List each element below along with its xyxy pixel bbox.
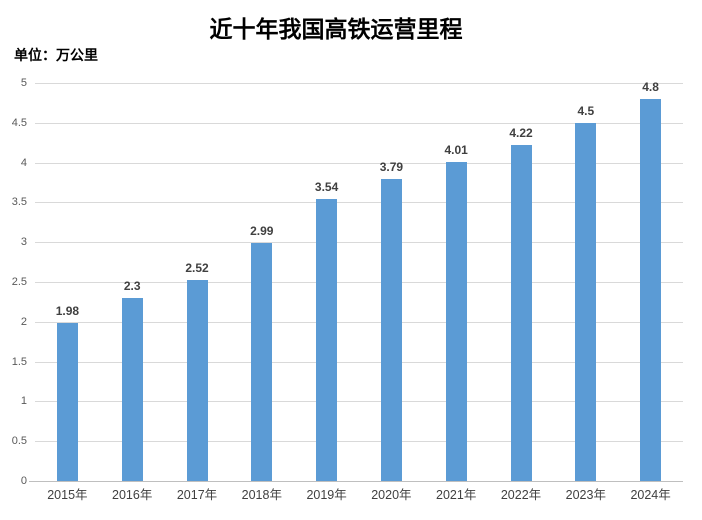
bar xyxy=(251,242,273,481)
gridline xyxy=(35,361,683,363)
bar-value-label: 4.01 xyxy=(444,142,468,157)
x-axis-line xyxy=(29,481,683,482)
y-tick-label: 1.5 xyxy=(11,355,27,368)
unit-label: 单位：万公里 xyxy=(14,47,98,63)
y-tick-label: 3.5 xyxy=(11,196,27,209)
bar xyxy=(575,122,597,481)
x-tick-label: 2015年 xyxy=(47,488,88,502)
y-tick-label: 2 xyxy=(20,315,27,328)
gridline xyxy=(35,401,683,403)
bar-value-label: 4.5 xyxy=(577,103,595,118)
bar xyxy=(640,98,662,481)
x-tick-label: 2021年 xyxy=(436,488,477,502)
bar xyxy=(56,323,78,481)
bar xyxy=(380,179,402,481)
bar-value-label: 2.3 xyxy=(123,278,141,293)
x-tick-label: 2017年 xyxy=(176,488,218,502)
x-tick-label: 2020年 xyxy=(371,488,412,502)
bar-value-label: 1.98 xyxy=(55,304,80,319)
gridline xyxy=(35,321,683,323)
x-tick-label: 2016年 xyxy=(112,488,153,502)
y-tick-label: 4 xyxy=(20,156,27,169)
y-tick-label: 4.5 xyxy=(11,116,27,129)
bar xyxy=(121,297,143,481)
bar-value-label: 4.22 xyxy=(509,126,533,141)
x-tick-label: 2019年 xyxy=(306,488,347,502)
gridline xyxy=(35,122,683,124)
chart-title: 近十年我国高铁运营里程 xyxy=(209,17,463,42)
bar-value-label: 3.54 xyxy=(314,180,339,195)
bar xyxy=(445,161,467,481)
y-tick-label: 0 xyxy=(20,475,27,487)
bar-value-label: 2.52 xyxy=(185,261,209,276)
gridline xyxy=(35,441,683,443)
x-tick-label: 2018年 xyxy=(241,488,282,502)
y-tick-label: 0.5 xyxy=(11,435,27,448)
y-tick-label: 5 xyxy=(20,77,27,89)
y-tick-label: 1 xyxy=(20,395,27,408)
gridline xyxy=(35,83,683,84)
gridline xyxy=(35,242,683,244)
gridline xyxy=(35,282,683,283)
gridline xyxy=(35,202,683,204)
bar-value-label: 3.79 xyxy=(379,160,404,175)
y-tick-label: 3 xyxy=(20,236,27,249)
y-tick-label: 2.5 xyxy=(11,276,27,288)
bar-value-label: 2.99 xyxy=(250,223,274,238)
bar xyxy=(510,145,532,481)
bar-value-label: 4.8 xyxy=(642,79,659,94)
x-tick-label: 2022年 xyxy=(500,488,542,502)
x-tick-label: 2024年 xyxy=(630,488,671,502)
bar xyxy=(316,199,338,481)
gridline xyxy=(35,162,683,164)
bar xyxy=(186,280,208,481)
x-tick-label: 2023年 xyxy=(565,488,606,502)
